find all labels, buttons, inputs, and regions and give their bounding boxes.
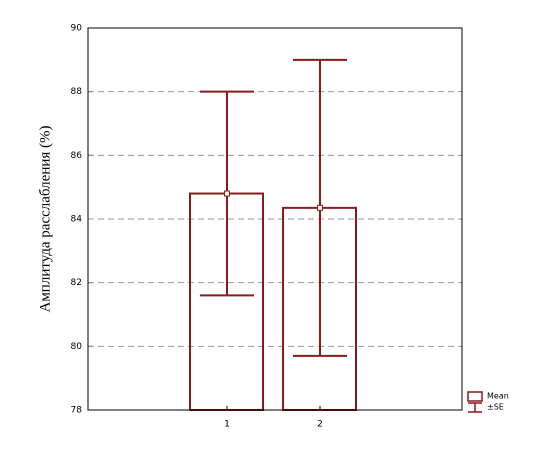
y-tick-label: 80 <box>71 342 83 352</box>
y-tick-label: 78 <box>71 406 83 416</box>
mean-marker <box>224 190 230 197</box>
y-tick-label: 86 <box>71 151 83 161</box>
legend-label: Mean <box>487 392 509 401</box>
legend-se-icon <box>468 402 482 413</box>
mean-marker <box>317 204 323 211</box>
y-tick-label: 90 <box>71 24 83 34</box>
legend-mean-icon <box>467 391 483 402</box>
legend-label: ±SE <box>487 403 504 412</box>
x-tick-label: 2 <box>317 420 323 430</box>
y-tick-label: 82 <box>71 278 82 288</box>
y-tick-label: 88 <box>71 87 83 97</box>
plot-frame <box>87 27 463 411</box>
y-axis-label: Амплитуда расслабления (%) <box>37 125 53 312</box>
x-tick-label: 1 <box>224 420 230 430</box>
y-tick-label: 84 <box>71 215 83 225</box>
